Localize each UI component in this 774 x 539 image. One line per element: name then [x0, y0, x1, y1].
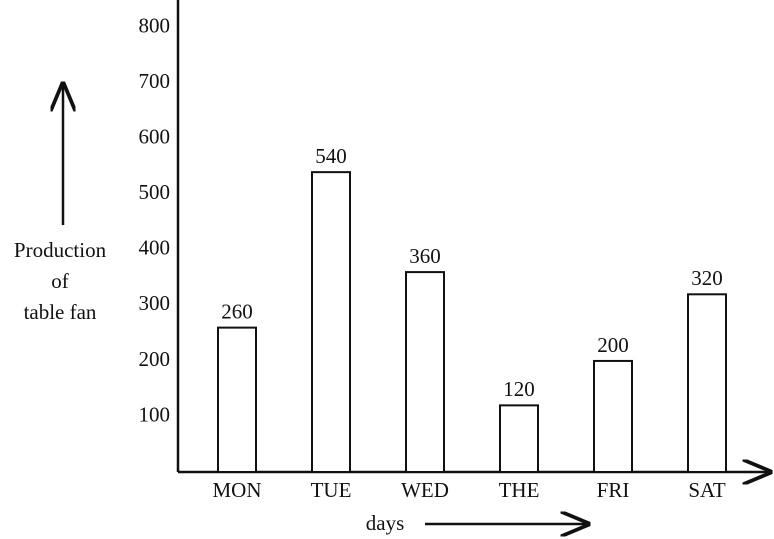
y-tick-label: 500: [139, 180, 171, 204]
value-label: 260: [221, 299, 253, 323]
x-tick-label: MON: [212, 478, 261, 502]
bar: [311, 171, 351, 473]
y-label: Production: [14, 238, 107, 262]
x-tick-label: FRI: [597, 478, 630, 502]
y-tick-label: 800: [139, 14, 171, 38]
value-label: 120: [503, 377, 535, 401]
y-tick-label: 600: [139, 125, 171, 149]
x-tick-label: TUE: [311, 478, 352, 502]
x-tick-label: THE: [499, 478, 540, 502]
bar: [499, 404, 539, 474]
bar: [593, 359, 633, 473]
x-tick-label: SAT: [688, 478, 726, 502]
y-tick-label: 300: [139, 291, 171, 315]
value-label: 540: [315, 144, 347, 168]
x-tick-label: WED: [401, 478, 449, 502]
bar: [687, 293, 727, 473]
bar: [217, 326, 257, 473]
value-label: 360: [409, 244, 441, 268]
y-label: of: [51, 269, 69, 293]
y-tick-label: 200: [139, 347, 171, 371]
y-label: table fan: [24, 300, 97, 324]
bar: [405, 271, 445, 473]
value-label: 320: [691, 266, 723, 290]
y-tick-label: 700: [139, 69, 171, 93]
x-label: days: [366, 511, 405, 535]
y-tick-label: 400: [139, 236, 171, 260]
value-label: 200: [597, 333, 629, 357]
y-tick-label: 100: [139, 402, 171, 426]
